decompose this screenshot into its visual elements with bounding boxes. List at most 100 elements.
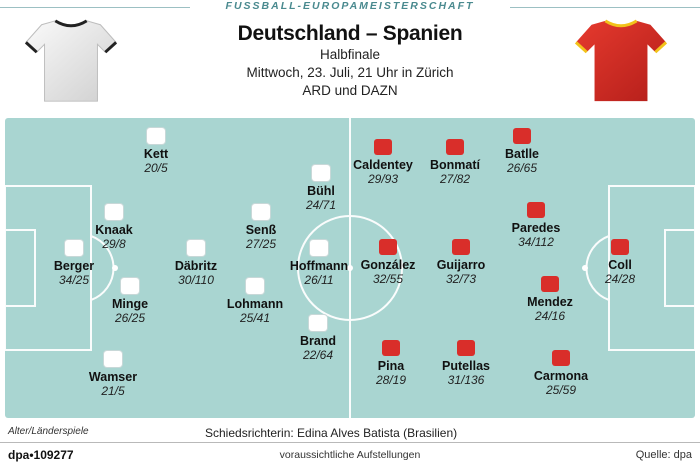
spain-player: Paredes 34/112 [496, 202, 576, 249]
player-stats: 26/65 [506, 161, 538, 175]
spain-player: Pina 28/19 [351, 340, 431, 387]
match-header: Deutschland – Spanien Halbfinale Mittwoc… [150, 22, 550, 100]
referee-info: Schiedsrichterin: Edina Alves Batista (B… [205, 426, 458, 440]
germany-player: Berger 34/25 [34, 240, 114, 287]
white-shirt-icon [187, 240, 205, 256]
player-stats: 32/73 [445, 272, 477, 286]
red-shirt-icon [452, 239, 470, 255]
player-stats: 32/55 [372, 272, 404, 286]
kicker-title: FUSSBALL-EUROPAMEISTERSCHAFT [225, 0, 475, 12]
white-shirt-icon [252, 204, 270, 220]
player-stats: 30/110 [178, 273, 214, 287]
red-shirt-icon [541, 276, 559, 292]
player-stats: 25/59 [545, 383, 577, 397]
player-name: Caldentey [353, 158, 413, 172]
red-shirt-icon [446, 139, 464, 155]
player-stats: 34/112 [518, 235, 554, 249]
spain-player: Caldentey 29/93 [343, 139, 423, 186]
player-stats: 21/5 [101, 384, 125, 398]
match-datetime: Mittwoch, 23. Juli, 21 Uhr in Zürich [246, 65, 454, 80]
red-shirt-icon [379, 239, 397, 255]
player-name: Kett [143, 147, 169, 161]
player-name: Brand [299, 334, 337, 348]
match-broadcast: ARD und DAZN [302, 83, 398, 98]
player-name: Lohmann [226, 297, 284, 311]
player-name: Hoffmann [289, 259, 349, 273]
kicker-bar: FUSSBALL-EUROPAMEISTERSCHAFT [0, 0, 700, 14]
player-name: Batlle [504, 147, 540, 161]
dpa-credit: dpa•109277 [8, 448, 74, 462]
source-note: Quelle: dpa [635, 449, 692, 461]
red-shirt-icon [611, 239, 629, 255]
germany-player: Däbritz 30/110 [156, 240, 236, 287]
player-stats: 31/136 [447, 373, 485, 387]
player-name: Carmona [533, 369, 589, 383]
player-name: Bonmatí [430, 158, 480, 172]
germany-player: Hoffmann 26/11 [279, 240, 359, 287]
germany-player: Lohmann 25/41 [215, 278, 295, 325]
player-stats: 20/5 [144, 161, 168, 175]
white-shirt-icon [147, 128, 165, 144]
player-stats: 25/41 [239, 311, 271, 325]
germany-player: Wamser 21/5 [73, 351, 153, 398]
spain-player: González 32/55 [348, 239, 428, 286]
white-shirt-icon [104, 351, 122, 367]
spain-jersey-icon [572, 16, 670, 106]
kicker-rule-left [0, 7, 190, 8]
germany-player: Senß 27/25 [221, 204, 301, 251]
spain-player: Batlle 26/65 [482, 128, 562, 175]
player-name: Berger [53, 259, 95, 273]
white-shirt-icon [312, 165, 330, 181]
player-name: González [360, 258, 416, 272]
spain-player: Coll 24/28 [580, 239, 660, 286]
player-stats: 29/8 [102, 237, 126, 251]
white-shirt-icon [309, 315, 327, 331]
player-stats: 24/71 [305, 198, 337, 212]
player-name: Bühl [307, 184, 335, 198]
white-shirt-icon [105, 204, 123, 220]
player-stats: 27/25 [245, 237, 277, 251]
red-shirt-icon [374, 139, 392, 155]
player-stats: 34/25 [58, 273, 90, 287]
red-shirt-icon [513, 128, 531, 144]
footnote: voraussichtliche Aufstellungen [279, 449, 421, 461]
red-shirt-icon [552, 350, 570, 366]
player-stats: 28/19 [375, 373, 407, 387]
spain-player: Bonmatí 27/82 [415, 139, 495, 186]
player-stats: 26/25 [114, 311, 146, 325]
pitch-markings [5, 118, 695, 418]
germany-player: Bühl 24/71 [281, 165, 361, 212]
germany-player: Knaak 29/8 [74, 204, 154, 251]
legend-age-caps: Alter/Länderspiele [8, 426, 89, 437]
player-stats: 24/16 [534, 309, 566, 323]
red-shirt-icon [382, 340, 400, 356]
germany-player: Kett 20/5 [116, 128, 196, 175]
spain-player: Carmona 25/59 [521, 350, 601, 397]
pitch: Kett 20/5 Bühl 24/71 Knaak 29/8 Senß 27/… [5, 118, 695, 418]
player-name: Coll [608, 258, 632, 272]
player-name: Minge [111, 297, 149, 311]
player-name: Putellas [442, 359, 490, 373]
footer-divider [0, 442, 700, 443]
player-name: Knaak [95, 223, 133, 237]
player-name: Senß [245, 223, 277, 237]
player-stats: 27/82 [439, 172, 471, 186]
spain-player: Putellas 31/136 [426, 340, 506, 387]
germany-jersey-icon [22, 16, 120, 106]
player-name: Däbritz [174, 259, 218, 273]
white-shirt-icon [65, 240, 83, 256]
match-title: Deutschland – Spanien [237, 22, 463, 45]
player-name: Pina [377, 359, 405, 373]
match-round: Halbfinale [319, 47, 381, 62]
spain-player: Guijarro 32/73 [421, 239, 501, 286]
player-name: Mendez [527, 295, 573, 309]
red-shirt-icon [527, 202, 545, 218]
germany-player: Brand 22/64 [278, 315, 358, 362]
spain-player: Mendez 24/16 [510, 276, 590, 323]
player-stats: 24/28 [604, 272, 636, 286]
kicker-rule-right [510, 7, 700, 8]
player-name: Wamser [88, 370, 138, 384]
player-name: Paredes [511, 221, 561, 235]
player-name: Guijarro [436, 258, 486, 272]
player-stats: 29/93 [367, 172, 399, 186]
